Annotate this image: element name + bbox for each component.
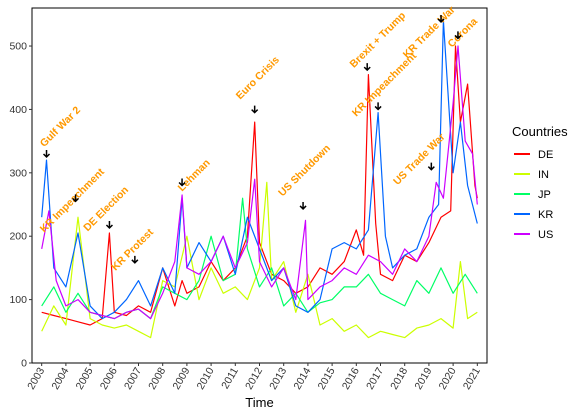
arrow-icon	[251, 105, 259, 114]
x-axis: 2003 2004 2005 2006 2007 2008 2009 2010 2011 2012…	[25, 363, 483, 392]
x-tick-label: 2005	[74, 365, 96, 391]
arrow-icon	[131, 255, 139, 264]
legend-label: IN	[538, 169, 549, 181]
x-tick-label: 2007	[122, 365, 144, 391]
legend: Countries DE IN JP KR US	[512, 124, 568, 241]
y-tick-label: 200	[9, 231, 27, 243]
x-tick-label: 2015	[316, 365, 338, 391]
legend-label: KR	[538, 209, 553, 221]
x-tick-label: 2013	[267, 365, 289, 391]
arrow-icon	[454, 31, 462, 40]
x-tick-label: 2019	[412, 365, 434, 391]
x-tick-label: 2011	[219, 365, 241, 391]
x-tick-label: 2018	[388, 365, 410, 391]
x-tick-label: 2009	[170, 365, 192, 391]
x-tick-label: 2014	[291, 365, 313, 391]
y-tick-label: 300	[9, 167, 27, 179]
series-line-us	[41, 45, 478, 320]
arrow-icon	[72, 194, 80, 203]
x-tick-label: 2017	[364, 365, 386, 391]
legend-label: US	[538, 229, 553, 241]
x-tick-label: 2003	[25, 365, 47, 391]
arrow-icon	[427, 162, 435, 171]
arrow-icon	[42, 149, 51, 159]
series-line-in	[41, 181, 478, 339]
arrow-icon	[105, 220, 113, 230]
y-tick-label: 100	[9, 294, 27, 306]
arrow-icon	[178, 178, 186, 187]
plot-border	[31, 7, 488, 364]
plot-area	[31, 7, 488, 364]
y-tick-label: 500	[9, 41, 27, 53]
x-tick-label: 2010	[195, 365, 217, 391]
x-tick-label: 2006	[98, 365, 120, 391]
arrow-icon	[374, 102, 382, 111]
y-axis: 0 100 200 300 400 500	[9, 41, 32, 370]
x-tick-label: 2020	[437, 365, 459, 391]
x-tick-label: 2008	[146, 365, 168, 391]
x-axis-title: Time	[245, 395, 273, 410]
legend-label: JP	[538, 189, 551, 201]
arrow-icon	[437, 14, 445, 24]
x-tick-label: 2016	[340, 365, 362, 391]
legend-title: Countries	[512, 124, 568, 139]
x-tick-label: 2012	[243, 365, 265, 391]
legend-label: DE	[538, 149, 553, 161]
arrow-icon	[299, 201, 307, 211]
y-tick-label: 400	[9, 104, 27, 116]
x-tick-label: 2021	[461, 365, 483, 391]
x-tick-label: 2004	[49, 365, 71, 391]
arrow-icon	[363, 63, 371, 72]
y-tick-label: 0	[21, 358, 27, 370]
series-line-kr	[41, 20, 478, 320]
